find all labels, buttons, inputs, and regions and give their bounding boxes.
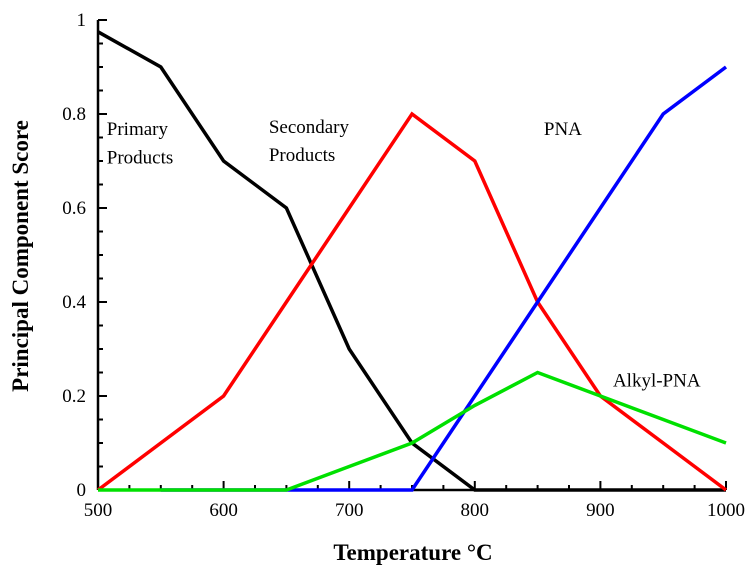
series-line-2: [96, 111, 728, 492]
x-tick-label: 1000: [707, 500, 745, 521]
y-axis-title: Principal Component Score: [8, 120, 33, 392]
x-tick-label: 800: [461, 500, 490, 521]
y-tick-label: 0.8: [62, 104, 86, 125]
x-axis-title: Temperature °C: [333, 540, 492, 565]
annotation-label: Products: [107, 147, 173, 168]
x-tick-label: 500: [84, 500, 113, 521]
series-line-4: [98, 370, 727, 492]
series-lines: [96, 30, 728, 492]
y-tick-label: 0.2: [62, 386, 86, 407]
annotations: Primary Products Secondary Products PNA Alkyl…: [107, 117, 701, 392]
annotation-label: Secondary: [269, 117, 350, 138]
y-tick-label: 0: [77, 480, 87, 501]
y-tick-label: 0.6: [62, 198, 86, 219]
tick-labels: 0 0.2 0.4 0.6 0.8 1 500 600 700 800 900 1000: [62, 10, 745, 521]
y-tick-label: 1: [77, 10, 87, 31]
annotation-label: Alkyl-PNA: [613, 371, 701, 392]
x-tick-label: 700: [335, 500, 364, 521]
tick-marks: [97, 19, 727, 491]
y-tick-label: 0.4: [62, 292, 86, 313]
x-tick-label: 900: [586, 500, 615, 521]
x-tick-label: 600: [209, 500, 238, 521]
annotation-label: PNA: [544, 119, 582, 140]
annotation-label: Primary: [107, 119, 169, 140]
annotation-label: Products: [269, 145, 336, 166]
